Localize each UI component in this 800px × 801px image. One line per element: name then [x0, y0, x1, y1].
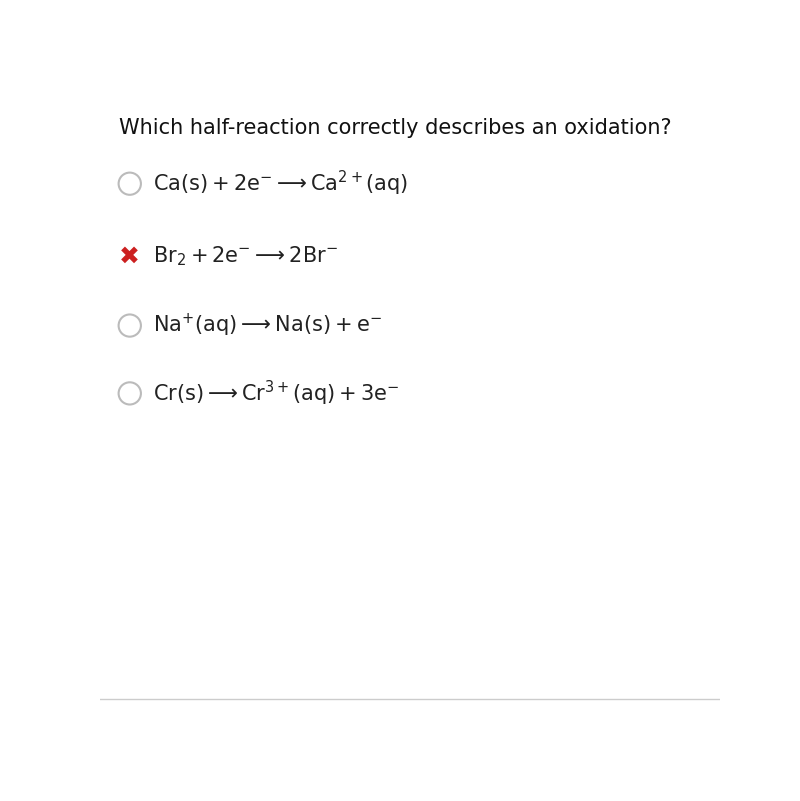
Text: Which half-reaction correctly describes an oxidation?: Which half-reaction correctly describes … [118, 118, 671, 138]
Text: $\mathregular{Na^{+}(aq) \longrightarrow Na(s) + e^{-}}$: $\mathregular{Na^{+}(aq) \longrightarrow… [153, 312, 382, 339]
Text: $\mathregular{Ca(s) + 2e^{-} \longrightarrow Ca^{2+}(aq)}$: $\mathregular{Ca(s) + 2e^{-} \longrighta… [153, 169, 408, 199]
Text: $\mathregular{Br_{2} + 2e^{-} \longrightarrow 2Br^{-}}$: $\mathregular{Br_{2} + 2e^{-} \longright… [153, 244, 338, 268]
Text: ✖: ✖ [119, 244, 140, 268]
Text: $\mathregular{Cr(s) \longrightarrow Cr^{3+}(aq) + 3e^{-}}$: $\mathregular{Cr(s) \longrightarrow Cr^{… [153, 379, 399, 408]
